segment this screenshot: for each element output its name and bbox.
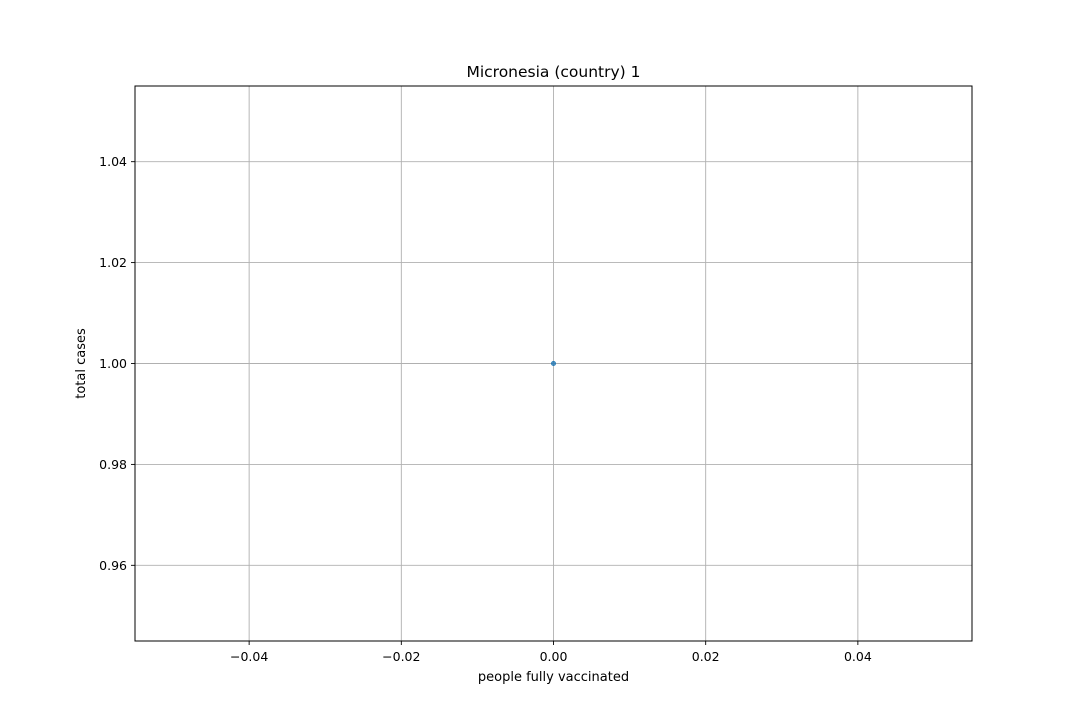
data-point <box>550 360 556 366</box>
x-axis-ticks: −0.04 −0.02 0.00 0.02 0.04 <box>230 641 872 664</box>
chart-title: Micronesia (country) 1 <box>466 63 640 81</box>
y-tick-label: 1.00 <box>99 356 127 371</box>
x-tick-label: −0.02 <box>382 649 420 664</box>
grid-lines <box>135 86 972 641</box>
x-tick-label: −0.04 <box>230 649 268 664</box>
x-axis-label: people fully vaccinated <box>478 670 629 685</box>
y-axis-ticks: 0.96 0.98 1.00 1.02 1.04 <box>99 154 135 573</box>
data-points <box>550 360 556 366</box>
y-axis-label: total cases <box>74 328 89 399</box>
x-tick-label: 0.04 <box>844 649 872 664</box>
x-tick-label: 0.00 <box>540 649 568 664</box>
y-tick-label: 0.96 <box>99 558 127 573</box>
y-tick-label: 0.98 <box>99 457 127 472</box>
y-tick-label: 1.04 <box>99 154 127 169</box>
x-tick-label: 0.02 <box>692 649 720 664</box>
y-tick-label: 1.02 <box>99 255 127 270</box>
